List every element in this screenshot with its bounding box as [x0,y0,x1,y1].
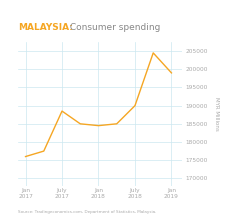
Y-axis label: MYR Millions: MYR Millions [213,97,218,131]
Text: Consumer spending: Consumer spending [67,23,160,32]
Text: Source: Tradingeconomics.com, Department of Statistics, Malaysia.: Source: Tradingeconomics.com, Department… [18,210,156,214]
Text: MALAYSIA:: MALAYSIA: [18,23,73,32]
